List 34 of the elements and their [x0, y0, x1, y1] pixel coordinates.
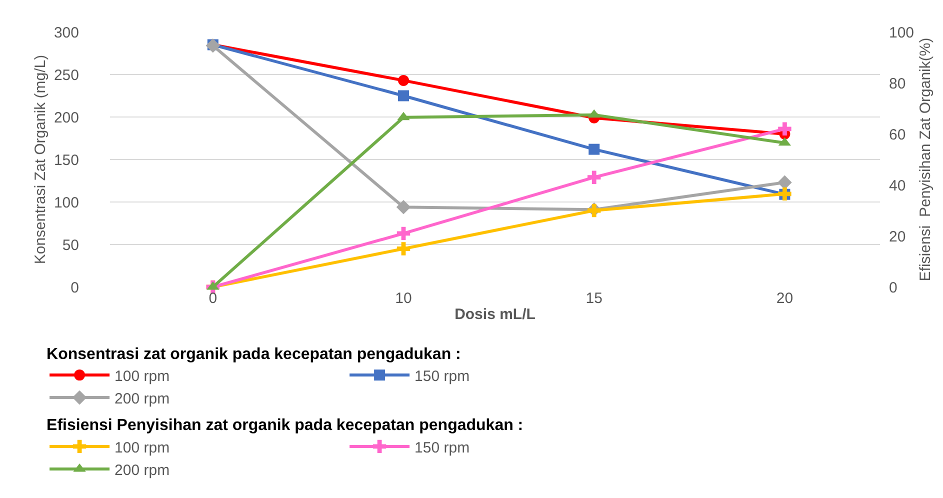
point: [398, 74, 410, 86]
y-axis-title: Konsentrasi Zat Organik (mg/L): [32, 54, 50, 264]
y2-tick-label: 20: [889, 228, 906, 246]
y-tick-label: 50: [62, 236, 79, 254]
y-tick-label: 100: [54, 194, 79, 212]
point: [778, 122, 792, 136]
y-tick-label: 150: [54, 152, 79, 169]
text: Konsentrasi zat organik pada kecepatan pengadukan :: [46, 346, 461, 363]
point: [588, 170, 601, 184]
point: [398, 90, 410, 102]
legend-label: 150 rpm: [414, 368, 470, 385]
y-tick-label: 250: [54, 66, 79, 84]
text: Efisiensi Penyisihan zat organik pada kecepatan pengadukan :: [46, 417, 524, 434]
legend-label: 200 rpm: [114, 390, 170, 408]
point: [396, 200, 411, 214]
point: [396, 242, 410, 256]
point: [396, 226, 410, 240]
legend-label: 200 rpm: [114, 462, 170, 479]
y2-axis-title: Efisiensi Penyisihan Zat Organik(%): [917, 38, 934, 282]
y2-tick-label: 40: [889, 177, 906, 194]
legend-label: 150 rpm: [414, 439, 470, 456]
y2-tick-label: 100: [889, 24, 914, 42]
y-tick-label: 200: [54, 109, 79, 126]
legend-label: 100 rpm: [114, 368, 170, 385]
legend-label: 100 rpm: [114, 439, 170, 456]
y2-tick-label: 60: [889, 126, 906, 144]
x-tick-label: 10: [395, 290, 412, 307]
x-tick-label: 20: [776, 290, 794, 307]
x-tick-label: 0: [208, 290, 218, 307]
y-tick-label: 300: [54, 24, 79, 42]
x-axis-title: Dosis mL/L: [454, 306, 536, 323]
point: [588, 144, 600, 155]
y2-tick-label: 80: [889, 75, 906, 92]
x-tick-label: 15: [586, 290, 602, 307]
